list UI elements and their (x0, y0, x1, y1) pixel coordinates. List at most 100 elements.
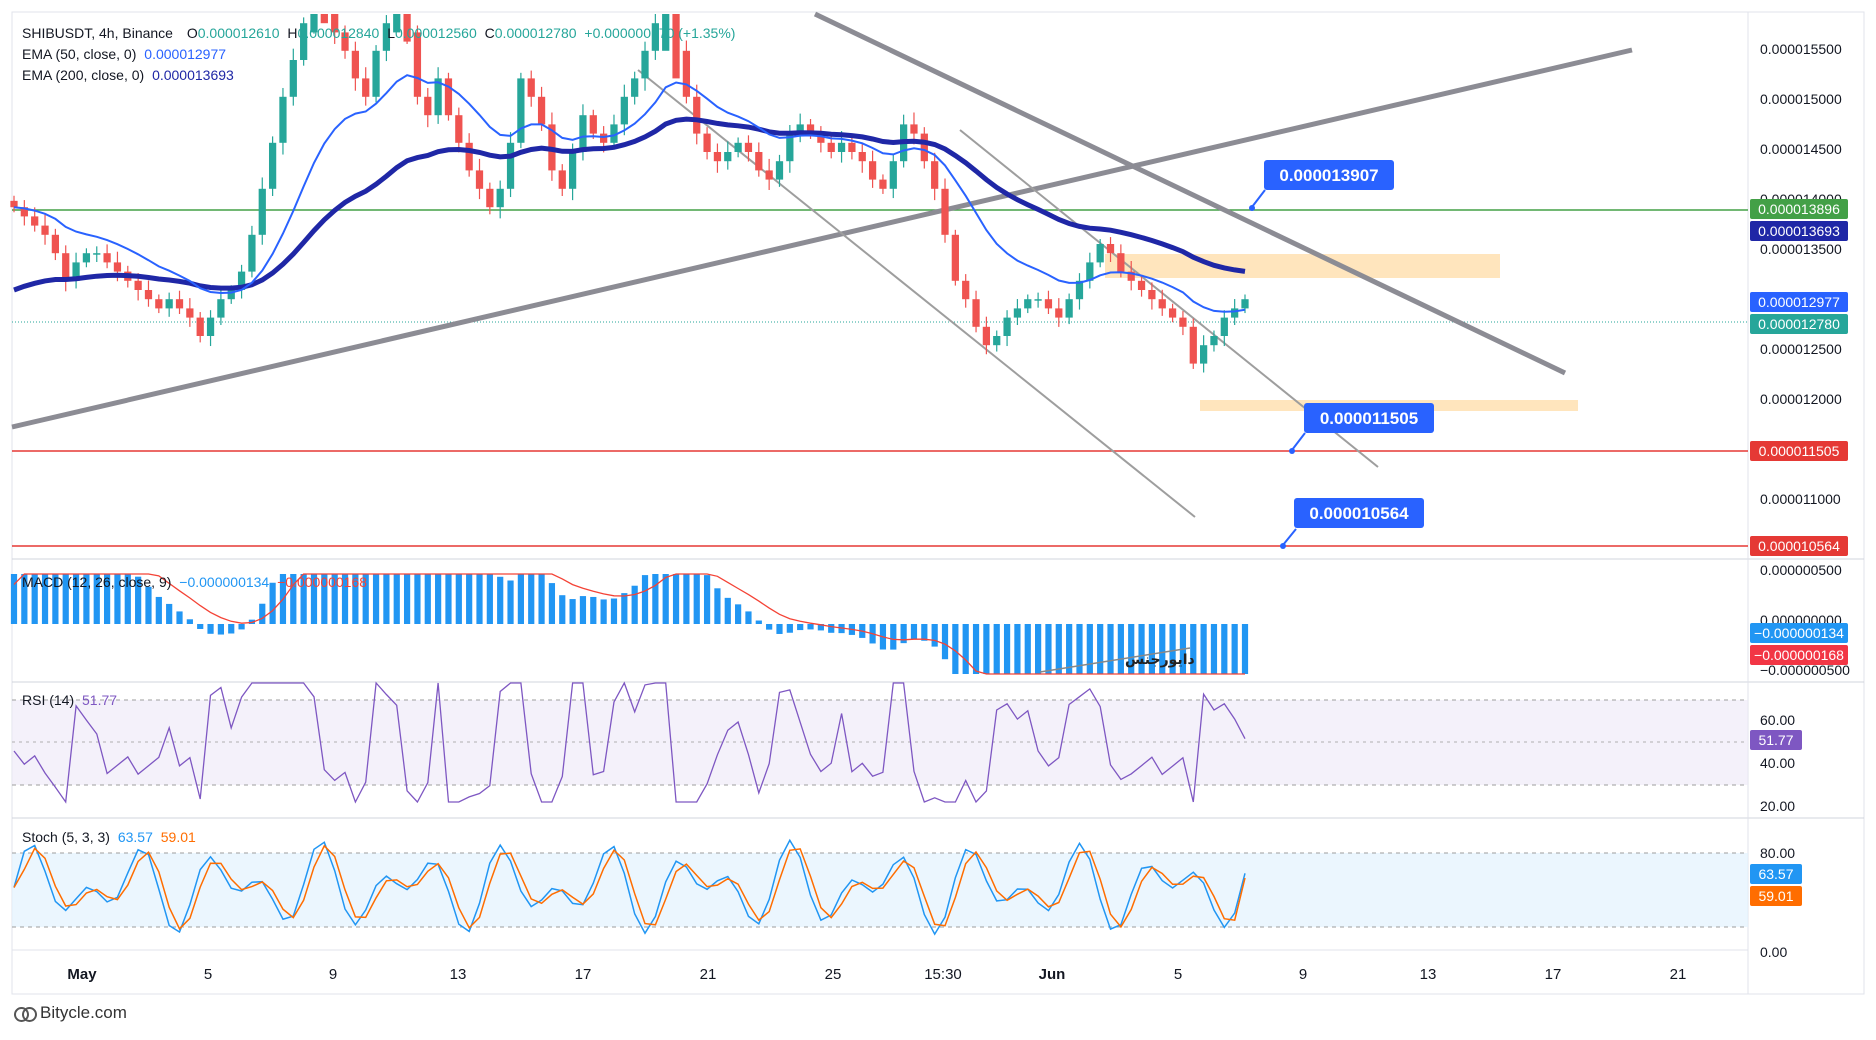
candle-body (931, 161, 939, 189)
tag-macd: −0.000000134 (1754, 625, 1844, 641)
candle-body (496, 188, 504, 208)
stoch-tick: 0.00 (1760, 944, 1787, 960)
macd-bar (703, 575, 711, 624)
price-tick: 0.000014500 (1760, 141, 1842, 157)
macd-bar (610, 598, 618, 624)
macd-bar (952, 624, 959, 674)
macd-bar (1138, 624, 1145, 674)
macd-bar (10, 574, 18, 624)
macd-tick: −0.000000500 (1760, 662, 1850, 678)
chart-frame (11, 11, 1865, 995)
candle-body (362, 78, 370, 97)
candle-body (41, 225, 49, 235)
candle-body (1168, 308, 1177, 318)
candle-body (506, 142, 515, 189)
candle-body (1075, 280, 1084, 300)
candle-body (1034, 299, 1042, 301)
callout-support1[interactable]: 0.000011505 (1289, 403, 1434, 454)
candle-body (310, 14, 318, 33)
macd-bar (1107, 624, 1114, 674)
macd-bar (1231, 624, 1238, 674)
channel-line-lower[interactable] (637, 69, 1196, 518)
macd-bar (579, 596, 587, 624)
supply-zone (1105, 254, 1500, 278)
macd-bar (797, 624, 804, 631)
macd-bar (735, 604, 742, 624)
macd-bar (1117, 624, 1124, 674)
rsi-line (13, 681, 1246, 804)
macd-bar (559, 595, 566, 624)
macd-bar (1190, 624, 1197, 674)
macd-bar (538, 574, 545, 624)
candle-body (217, 299, 225, 318)
candle-body (424, 96, 432, 116)
macd-bar (72, 574, 80, 624)
time-tick: 15:30 (924, 966, 962, 983)
macd-bar (776, 624, 783, 634)
macd-signal-value: −0.000000168 (277, 574, 368, 590)
candle-body (279, 96, 287, 143)
time-axis[interactable]: May 5 9 13 17 21 25 15:30 Jun 5 9 13 17 … (67, 966, 1686, 983)
candle-body (941, 188, 949, 235)
macd-bar (52, 574, 59, 624)
macd-bar (662, 574, 669, 624)
macd-bar (641, 575, 649, 624)
stoch-k-value: 63.57 (117, 829, 153, 845)
macd-bar (269, 582, 276, 624)
candle-body (600, 133, 608, 143)
macd-bar (372, 574, 380, 624)
candle-body (372, 50, 380, 97)
candle-body (1179, 317, 1187, 327)
candle-body (1200, 345, 1208, 364)
candle-body (20, 207, 28, 217)
ema200-line (13, 116, 1246, 293)
symbol-line: SHIBUSDT, 4h, Binance (22, 25, 173, 41)
macd-bar (103, 574, 111, 624)
candle-body (300, 23, 308, 60)
callout-resistance[interactable]: 0.000013907 (1249, 160, 1394, 211)
time-tick: 17 (575, 966, 592, 983)
trendline-descending-major[interactable] (813, 11, 1567, 376)
macd-bar (486, 574, 493, 624)
macd-bar (921, 624, 928, 641)
candle-body (144, 290, 153, 300)
macd-bar (135, 576, 142, 624)
macd-value: −0.000000134 (179, 574, 270, 590)
macd-bar (21, 574, 28, 624)
candle-body (1241, 299, 1249, 309)
macd-bar (207, 624, 214, 634)
trendline-ascending[interactable] (11, 47, 1633, 430)
macd-bar (807, 624, 814, 630)
candle-body (237, 271, 246, 290)
candle-body (486, 188, 494, 208)
macd-bar (466, 574, 473, 624)
ema50-value: 0.000012977 (144, 46, 227, 62)
callout-resistance-label: 0.000013907 (1279, 166, 1378, 185)
price-axis[interactable]: 0.000015500 0.000015000 0.000014500 0.00… (1760, 41, 1842, 507)
candle-body (610, 124, 618, 143)
macd-bar (476, 574, 483, 624)
candle-body (796, 124, 804, 134)
macd-bar (972, 624, 980, 674)
candle-body (1231, 308, 1239, 318)
callout-support2[interactable]: 0.000010564 (1280, 498, 1424, 549)
candle-body (155, 299, 163, 309)
macd-bar (724, 597, 731, 624)
price-tags: 0.000013896 0.000013693 0.000012977 0.00… (1750, 199, 1848, 906)
macd-bar (600, 599, 607, 624)
candle-body (1220, 317, 1228, 336)
candle-body (993, 336, 1001, 346)
macd-bar (1200, 624, 1207, 674)
macd-bar (931, 624, 938, 647)
macd-bar (1045, 624, 1052, 674)
macd-bar (31, 574, 38, 624)
price-tick: 0.000015000 (1760, 91, 1842, 107)
macd-bar (507, 580, 514, 624)
divergence-label: دایورجنس (1125, 651, 1195, 668)
time-tick: 13 (1420, 966, 1437, 983)
macd-bar (145, 586, 152, 624)
candle-body (848, 142, 856, 152)
time-tick: 9 (329, 966, 337, 983)
candle-body (1096, 244, 1104, 263)
